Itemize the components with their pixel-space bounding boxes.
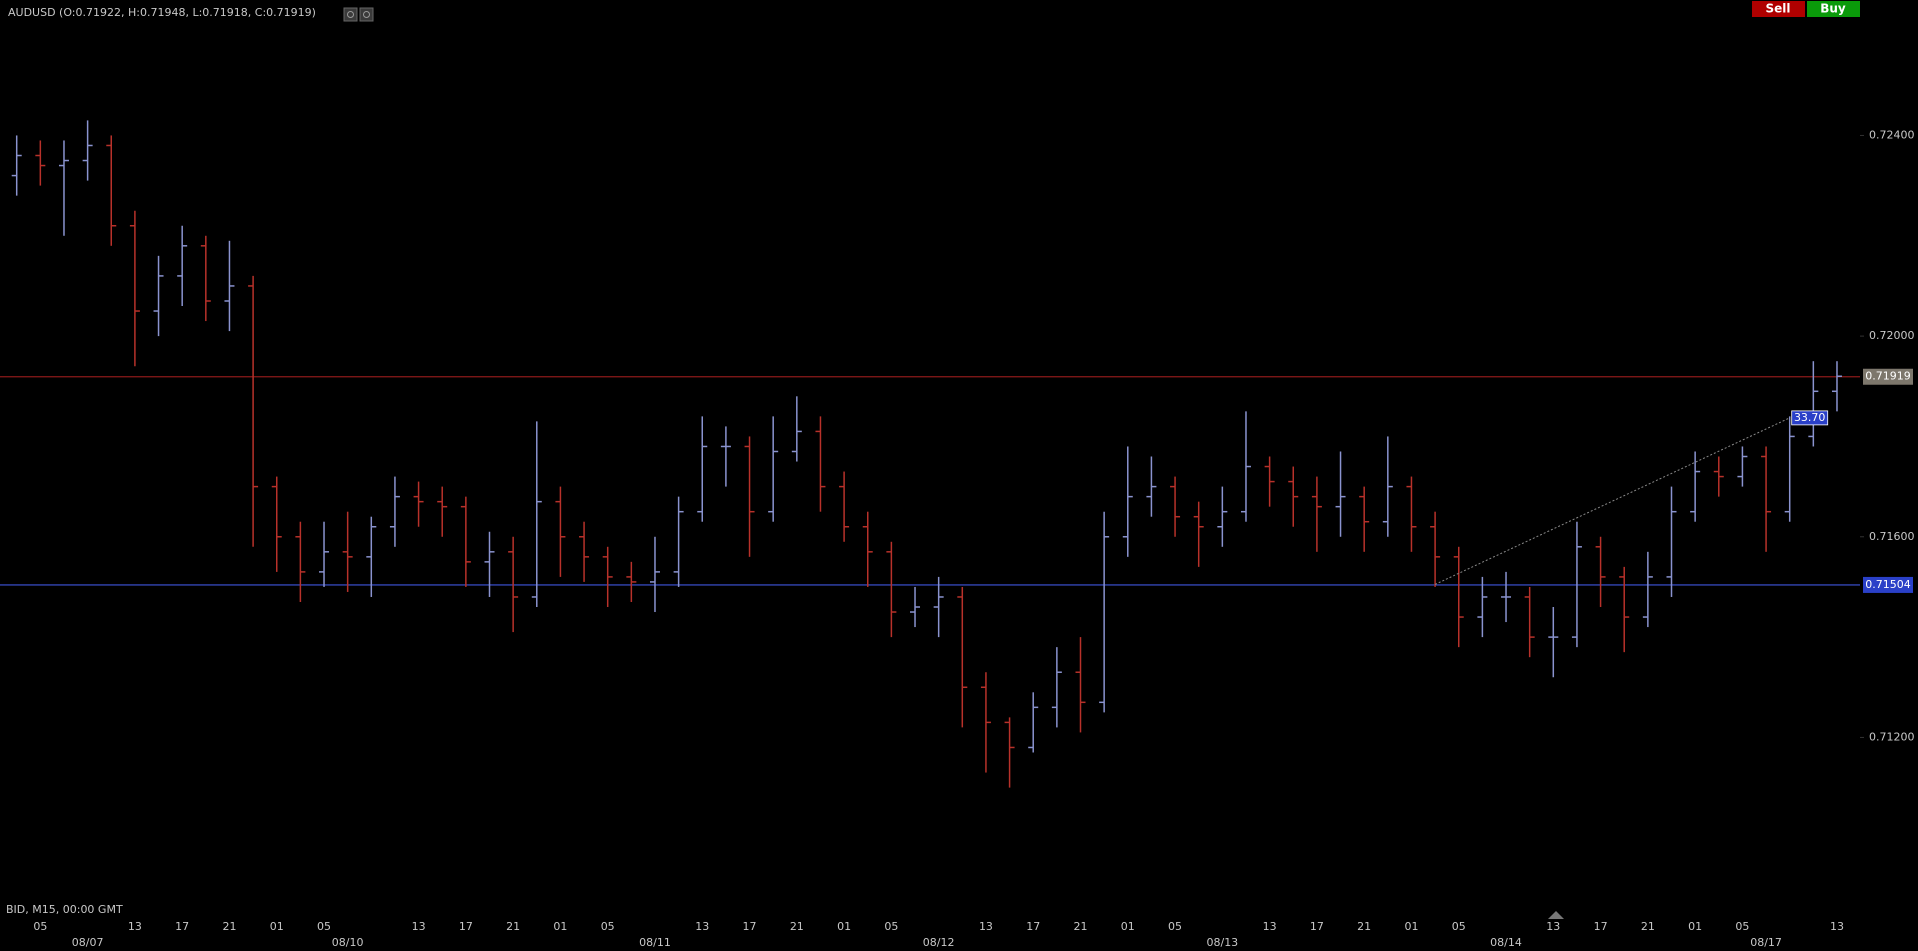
x-tick-label: 05 (1735, 920, 1749, 933)
y-tick-label: 0.72000 (1869, 329, 1915, 342)
x-tick-label: 05 (884, 920, 898, 933)
x-tick-label: 05 (33, 920, 47, 933)
x-tick-label: 21 (506, 920, 520, 933)
y-tick-label: 0.71600 (1869, 530, 1915, 543)
trendline-label: 33.70 (1794, 411, 1826, 424)
x-tick-label: 01 (837, 920, 851, 933)
trendline (1434, 417, 1790, 585)
price-tag (1863, 368, 1913, 385)
date-label: 08/17 (1750, 936, 1782, 949)
sell-label[interactable]: Sell (1765, 2, 1790, 16)
chart-title: AUDUSD (O:0.71922, H:0.71948, L:0.71918,… (8, 6, 316, 19)
sell-button[interactable] (1752, 1, 1805, 17)
x-tick-label: 01 (1404, 920, 1418, 933)
date-label: 08/10 (332, 936, 364, 949)
price-tag-label: 0.71504 (1865, 578, 1911, 591)
y-tick-label: 0.72400 (1869, 128, 1915, 141)
x-tick-label: 17 (1594, 920, 1608, 933)
footer-info: BID, M15, 00:00 GMT (6, 903, 123, 916)
settings-icon[interactable] (343, 7, 358, 22)
buy-label[interactable]: Buy (1820, 2, 1846, 16)
x-tick-label: 21 (1641, 920, 1655, 933)
price-tag-label: 0.71919 (1865, 370, 1911, 383)
x-tick-label: 05 (601, 920, 615, 933)
gear-icon[interactable] (359, 7, 374, 22)
settings-glyph (347, 11, 354, 18)
x-tick-label: 01 (553, 920, 567, 933)
x-tick-label: 13 (979, 920, 993, 933)
x-tick-label: 01 (1121, 920, 1135, 933)
x-tick-label: 05 (1168, 920, 1182, 933)
x-tick-label: 13 (1263, 920, 1277, 933)
x-tick-label: 21 (222, 920, 236, 933)
marker-triangle (1548, 911, 1564, 919)
plot-area: 0.71200 0.71600 0.72000 0.72400 0.71919 0.715… (0, 120, 1915, 949)
x-tick-label: 13 (1830, 920, 1844, 933)
trendline-tag (1791, 410, 1829, 426)
x-tick-label: 01 (270, 920, 284, 933)
y-tick-label: 0.71200 (1869, 730, 1915, 743)
date-label: 08/07 (72, 936, 104, 949)
x-tick-label: 13 (1546, 920, 1560, 933)
x-tick-label: 21 (1357, 920, 1371, 933)
x-tick-label: 17 (1310, 920, 1324, 933)
x-tick-label: 17 (743, 920, 757, 933)
date-label: 08/13 (1206, 936, 1238, 949)
x-tick-label: 13 (128, 920, 142, 933)
x-tick-label: 13 (695, 920, 709, 933)
x-tick-label: 17 (175, 920, 189, 933)
x-tick-label: 17 (459, 920, 473, 933)
buy-button[interactable] (1807, 1, 1860, 17)
date-label: 08/14 (1490, 936, 1522, 949)
x-tick-label: 05 (1452, 920, 1466, 933)
x-tick-label: 21 (1074, 920, 1088, 933)
date-label: 08/11 (639, 936, 671, 949)
x-tick-label: 13 (412, 920, 426, 933)
gear-glyph (363, 11, 370, 18)
price-tag (1863, 576, 1913, 593)
x-tick-label: 05 (317, 920, 331, 933)
date-label: 08/12 (923, 936, 955, 949)
x-tick-label: 01 (1688, 920, 1702, 933)
x-tick-label: 21 (790, 920, 804, 933)
x-tick-label: 17 (1026, 920, 1040, 933)
